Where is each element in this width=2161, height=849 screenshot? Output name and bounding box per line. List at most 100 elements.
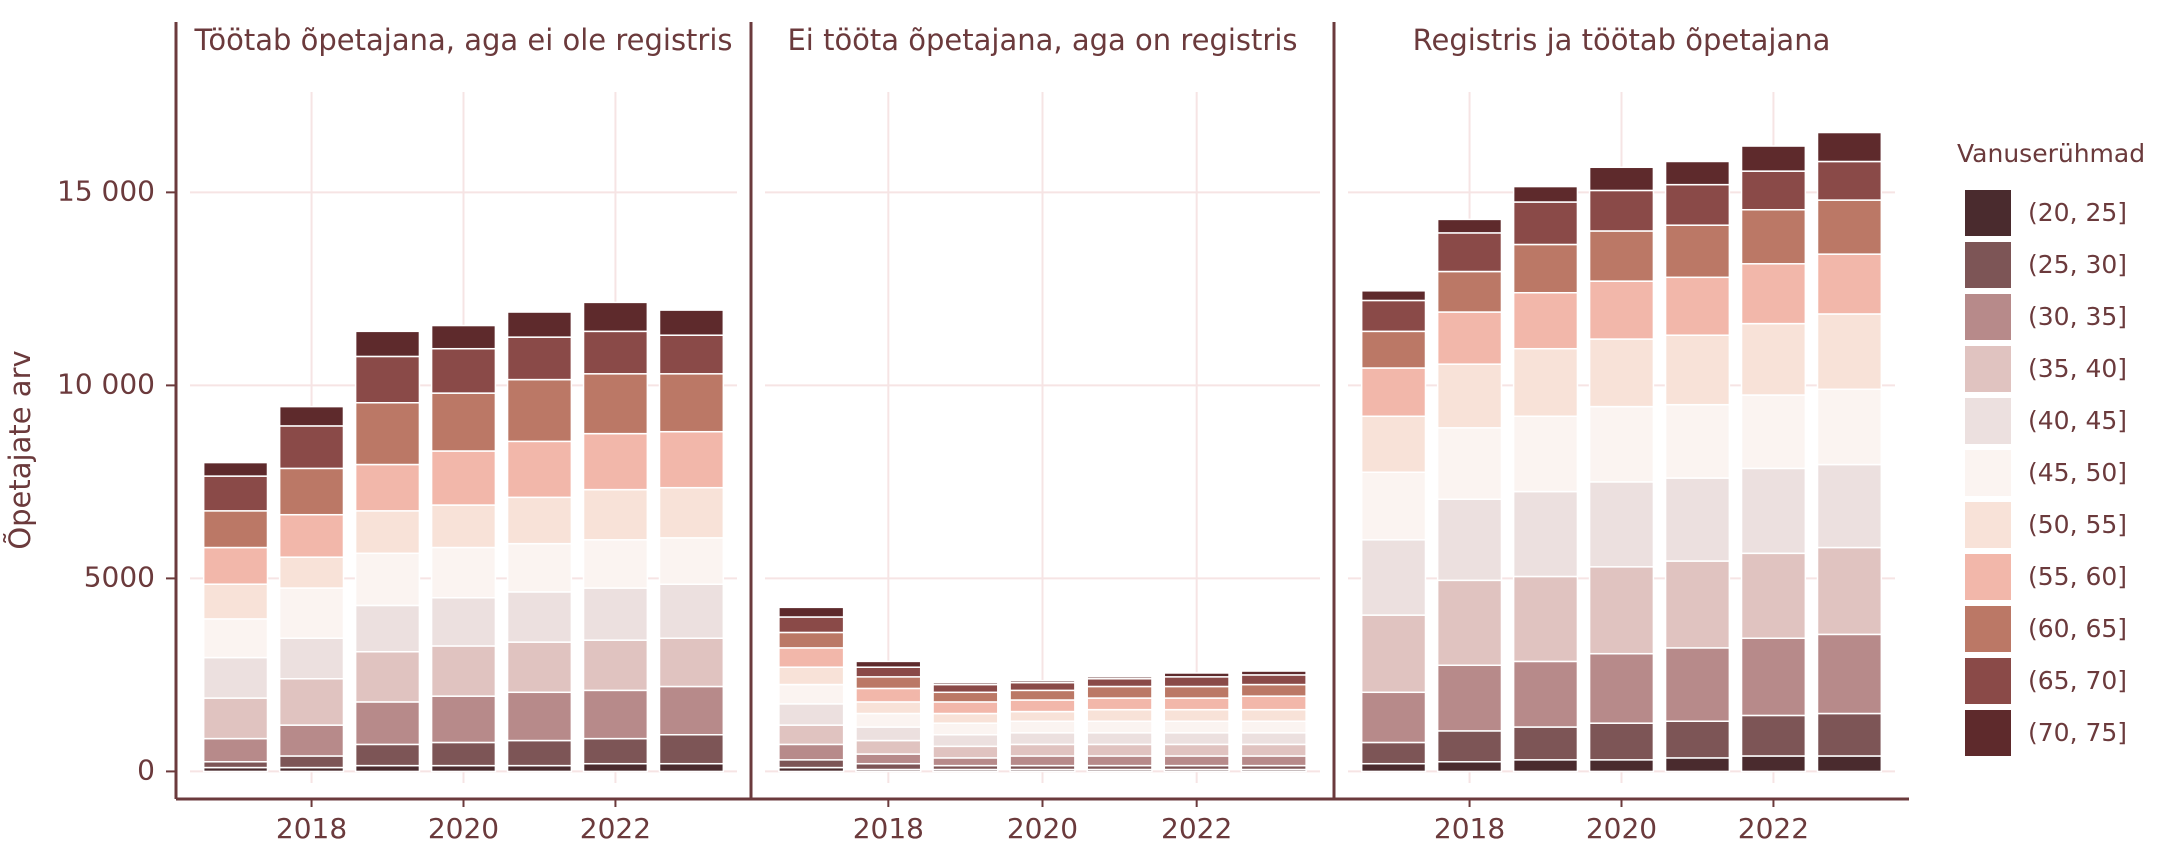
bar-segment — [354, 330, 421, 358]
legend-swatch — [1965, 502, 2011, 548]
bar-segment — [1816, 199, 1883, 255]
bar-segment — [932, 733, 999, 748]
bar-segment — [1588, 166, 1655, 192]
bar-segment — [1588, 652, 1655, 724]
bar-segment — [1664, 334, 1731, 406]
bar-segment — [1740, 394, 1807, 470]
bar-segment — [1240, 732, 1307, 746]
y-tick-label: 10 000 — [57, 367, 155, 400]
bar-segment — [1436, 232, 1503, 273]
bar-segment — [1436, 498, 1503, 582]
bar-segment — [1009, 681, 1076, 692]
bar-segment — [778, 743, 845, 761]
bar-segment — [1360, 691, 1427, 744]
bar-segment — [1740, 263, 1807, 325]
bar-segment — [1816, 712, 1883, 757]
bar-segment — [855, 753, 922, 765]
bar-segment — [430, 741, 497, 767]
bar-segment — [1436, 427, 1503, 501]
bar-segment — [354, 650, 421, 703]
bar-segment — [506, 641, 573, 694]
bar-segment — [506, 542, 573, 593]
legend-label: (35, 40] — [2028, 354, 2127, 383]
legend-swatch — [1965, 710, 2011, 756]
bar-segment — [506, 311, 573, 338]
bar-segment — [1163, 755, 1230, 767]
bar-segment — [1512, 759, 1579, 773]
bar-segment — [1740, 322, 1807, 396]
bar-segment — [430, 764, 497, 773]
bar-segment — [855, 712, 922, 728]
bar-segment — [582, 689, 649, 740]
bar-segment — [1163, 672, 1230, 678]
bar-segment — [354, 355, 421, 404]
bar-segment — [1436, 730, 1503, 763]
bar-segment — [1816, 388, 1883, 466]
bar-segment — [1740, 714, 1807, 757]
bar-segment — [658, 373, 725, 433]
bar-segment — [658, 430, 725, 489]
bar-segment — [430, 546, 497, 599]
bar-segment — [506, 691, 573, 742]
y-axis-label: Õpetajate arv — [3, 350, 37, 549]
bar-segment — [430, 695, 497, 744]
legend-label: (55, 60] — [2028, 562, 2127, 591]
bar-segment — [1588, 481, 1655, 568]
bar-segment — [1512, 415, 1579, 493]
bar-segment — [1816, 160, 1883, 201]
bar-segment — [855, 701, 922, 715]
bar-segment — [1664, 224, 1731, 279]
bar-segment — [1086, 708, 1153, 722]
bar-segment — [354, 701, 421, 746]
bar-segment — [932, 683, 999, 694]
bar-segment — [1360, 471, 1427, 541]
legend-title: Vanuserühmad — [1957, 139, 2145, 168]
bar-segment — [430, 596, 497, 647]
legend-label: (40, 45] — [2028, 406, 2127, 435]
bar-segment — [932, 681, 999, 686]
bar-segment — [1740, 208, 1807, 265]
bar-segment — [1009, 732, 1076, 746]
x-tick-label: 2022 — [1161, 812, 1232, 845]
legend-label: (50, 55] — [2028, 510, 2127, 539]
bar-segment — [430, 324, 497, 350]
bar-segment — [932, 712, 999, 724]
bar-segment — [1664, 160, 1731, 186]
legend-label: (25, 30] — [2028, 250, 2127, 279]
legend-label: (30, 35] — [2028, 302, 2127, 331]
legend-label: (65, 70] — [2028, 666, 2127, 695]
bar-segment — [202, 618, 269, 659]
bar-segment — [932, 745, 999, 759]
bar-segment — [1086, 755, 1153, 767]
bar-segment — [778, 683, 845, 705]
bar-segment — [1740, 145, 1807, 172]
legend-label: (60, 65] — [2028, 614, 2127, 643]
bar-segment — [1163, 743, 1230, 757]
bar-segment — [1740, 170, 1807, 211]
bar-segment — [855, 676, 922, 690]
bar-segment — [430, 347, 497, 394]
bar-segment — [1163, 676, 1230, 688]
bar-segment — [1512, 660, 1579, 728]
bar-segment — [202, 761, 269, 769]
bar-segment — [582, 737, 649, 765]
bar-segment — [1588, 338, 1655, 408]
bar-segment — [1086, 678, 1153, 688]
bar-segment — [1009, 743, 1076, 757]
legend-label: (70, 75] — [2028, 718, 2127, 747]
bar-segment — [278, 587, 345, 639]
bar-segment — [354, 552, 421, 607]
bar-segment — [1664, 720, 1731, 759]
bar-segment — [932, 701, 999, 715]
bar-segment — [1240, 674, 1307, 686]
bar-segment — [658, 486, 725, 539]
bar-segment — [202, 583, 269, 620]
bar-segment — [1163, 708, 1230, 722]
bar-segment — [430, 392, 497, 452]
bar-segment — [855, 687, 922, 703]
legend-swatch — [1965, 450, 2011, 496]
bar-segment — [582, 488, 649, 541]
bar-segment — [278, 637, 345, 680]
bar-segment — [1240, 720, 1307, 734]
bar-segment — [506, 591, 573, 643]
